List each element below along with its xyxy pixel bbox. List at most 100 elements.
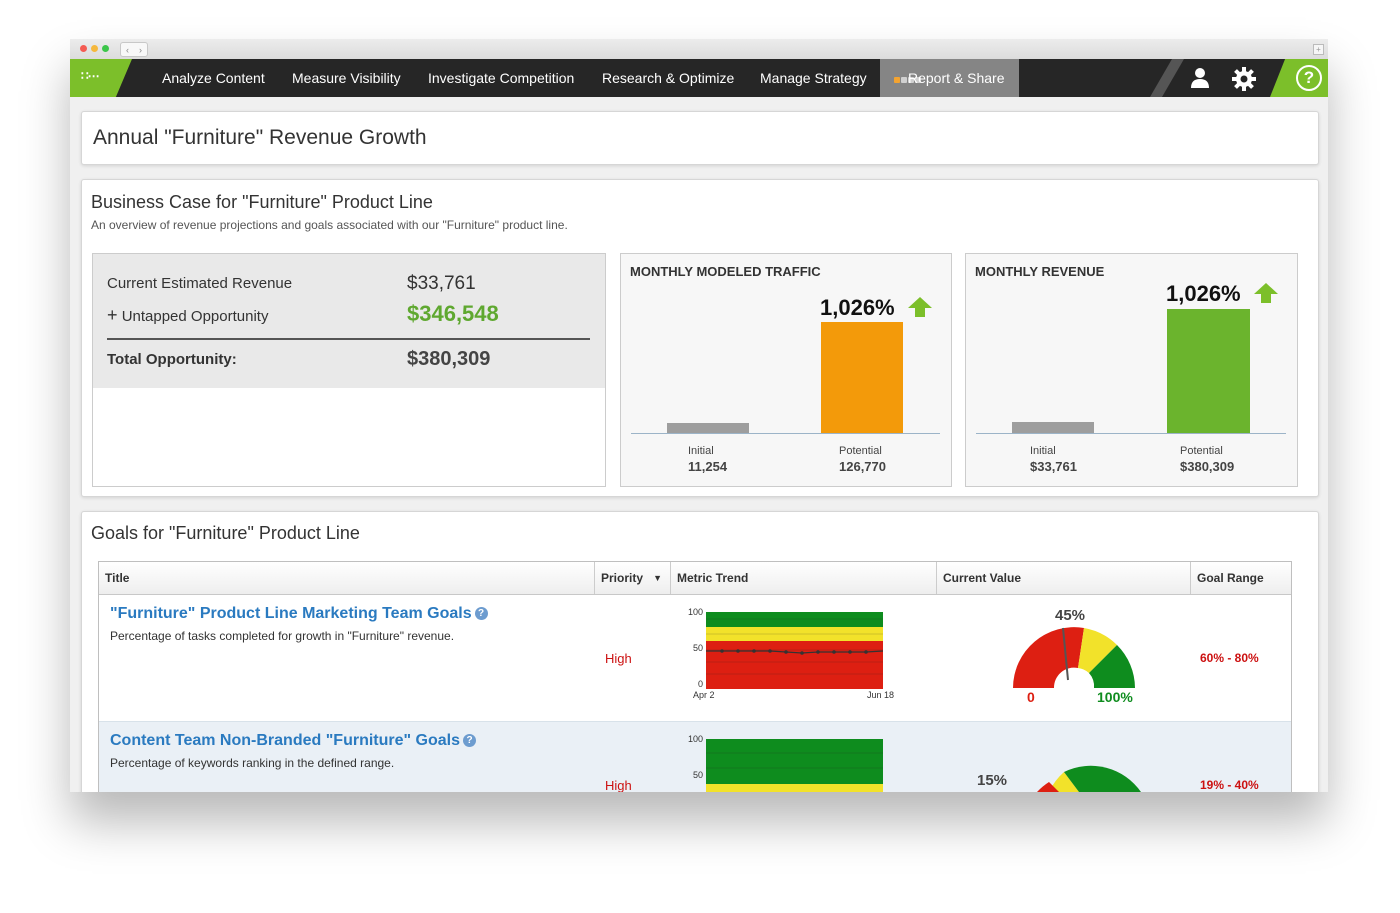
revenue-chart: MONTHLY REVENUE 1,026% Initial $33,761 P…	[965, 253, 1298, 487]
page-title-panel: Annual "Furniture" Revenue Growth	[81, 111, 1319, 165]
back-forward-buttons[interactable]: ‹ ›	[120, 42, 148, 57]
minimize-window-button[interactable]	[91, 45, 98, 52]
browser-window: ‹ › + ∷⋯ Analyze Content Measure Visibili…	[70, 39, 1328, 792]
untapped-opportunity-value: $346,548	[407, 301, 499, 326]
goal-range-value: 19% - 40%	[1200, 778, 1259, 792]
total-opportunity-value: $380,309	[407, 348, 491, 370]
column-goal-range[interactable]: Goal Range	[1197, 571, 1264, 585]
logo-icon: ∷⋯	[81, 69, 100, 83]
traffic-chart-title: MONTHLY MODELED TRAFFIC	[630, 264, 821, 279]
column-priority[interactable]: Priority ▼	[595, 562, 671, 594]
gauge-value: 15%	[977, 772, 1008, 789]
up-arrow-icon	[1254, 283, 1278, 303]
chart-baseline	[976, 433, 1286, 434]
title-bar: ‹ › +	[70, 39, 1328, 60]
metric-trend-chart	[706, 739, 883, 792]
untapped-opportunity-row: + Untapped Opportunity	[107, 305, 268, 326]
logo[interactable]: ∷⋯	[70, 59, 132, 97]
help-icon[interactable]: ?	[1296, 65, 1322, 91]
nav-measure-visibility[interactable]: Measure Visibility	[292, 70, 401, 86]
traffic-initial-label: Initial	[688, 445, 714, 457]
forward-arrow-icon[interactable]: ›	[139, 44, 142, 55]
goal-title-text: Content Team Non-Branded "Furniture" Goa…	[110, 732, 460, 749]
help-area: ?	[1270, 59, 1328, 97]
info-icon[interactable]: ?	[474, 607, 488, 621]
info-icon[interactable]: ?	[463, 734, 476, 748]
trend-tick-0: 0	[697, 679, 703, 689]
top-navigation: ∷⋯ Analyze Content Measure Visibility In…	[70, 59, 1328, 97]
up-arrow-icon	[908, 297, 932, 317]
table-header: Title Priority ▼ Metric Trend Current Val…	[99, 562, 1291, 595]
gauge-value: 45%	[1055, 607, 1086, 624]
trend-tick-100: 100	[687, 734, 703, 744]
goals-title: Goals for "Furniture" Product Line	[91, 523, 360, 543]
close-window-button[interactable]	[80, 45, 87, 52]
untapped-opportunity-label: Untapped Opportunity	[121, 308, 269, 325]
goal-title-text: "Furniture" Product Line Marketing Team …	[110, 605, 472, 622]
priority-value: High	[605, 778, 632, 792]
trend-end-label: Jun 18	[867, 690, 895, 700]
potential-bar	[821, 322, 903, 433]
sort-down-icon[interactable]: ▼	[653, 573, 662, 583]
nav-analyze-content[interactable]: Analyze Content	[162, 70, 265, 86]
column-title[interactable]: Title	[99, 562, 595, 594]
current-revenue-label: Current Estimated Revenue	[107, 275, 293, 292]
page-title: Annual "Furniture" Revenue Growth	[93, 126, 427, 149]
nav-research-optimize[interactable]: Research & Optimize	[602, 70, 735, 86]
trend-tick-50: 50	[692, 770, 703, 780]
goal-description: Percentage of keywords ranking in the de…	[110, 756, 395, 770]
goals-table: Title Priority ▼ Metric Trend Current Val…	[98, 561, 1292, 792]
divider	[107, 338, 590, 340]
current-revenue-value: $33,761	[407, 273, 476, 294]
new-tab-icon[interactable]: +	[1313, 44, 1324, 55]
goal-range-value: 60% - 80%	[1200, 651, 1259, 665]
column-metric-trend[interactable]: Metric Trend	[671, 562, 937, 594]
nav-report-share[interactable]: Report & Share	[880, 59, 1019, 97]
back-arrow-icon[interactable]: ‹	[126, 44, 129, 55]
gauge-chart	[1037, 765, 1141, 792]
gauge-min-label: 0	[1027, 689, 1035, 705]
revenue-chart-title: MONTHLY REVENUE	[975, 264, 1105, 279]
revenue-summary-box: Current Estimated Revenue $33,761 + Unta…	[92, 253, 606, 487]
nav-manage-strategy[interactable]: Manage Strategy	[760, 70, 867, 86]
report-grid-icon	[894, 75, 921, 84]
metric-trend-chart	[706, 612, 883, 689]
priority-value: High	[605, 651, 632, 666]
revenue-initial-value: $33,761	[1030, 459, 1077, 474]
maximize-window-button[interactable]	[102, 45, 109, 52]
initial-bar	[667, 423, 749, 433]
business-case-subtitle: An overview of revenue projections and g…	[91, 218, 568, 232]
revenue-summary-header	[93, 254, 605, 388]
nav-report-share-label: Report & Share	[908, 70, 1005, 86]
traffic-initial-value: 11,254	[688, 459, 728, 474]
revenue-potential-value: $380,309	[1180, 459, 1235, 474]
column-priority-label: Priority	[601, 571, 644, 585]
revenue-growth-pct: 1,026%	[1166, 281, 1241, 306]
user-icon[interactable]	[1190, 67, 1210, 89]
gauge-max-label: 100%	[1097, 689, 1133, 705]
gauge-chart	[1013, 627, 1135, 688]
goal-description: Percentage of tasks completed for growth…	[110, 629, 455, 643]
gear-icon[interactable]	[1232, 67, 1256, 91]
goal-title-link[interactable]: Content Team Non-Branded "Furniture" Goa…	[110, 732, 476, 750]
goal-title-link[interactable]: "Furniture" Product Line Marketing Team …	[110, 605, 488, 623]
total-opportunity-label: Total Opportunity:	[107, 351, 237, 368]
nav-investigate-competition[interactable]: Investigate Competition	[428, 70, 575, 86]
chart-baseline	[631, 433, 940, 434]
revenue-potential-label: Potential	[1180, 445, 1223, 457]
plus-icon: +	[107, 305, 118, 325]
table-row: "Furniture" Product Line Marketing Team …	[99, 595, 1291, 722]
business-case-panel: Business Case for "Furniture" Product Li…	[81, 179, 1319, 497]
table-row: Content Team Non-Branded "Furniture" Goa…	[99, 722, 1291, 792]
trend-start-label: Apr 2	[693, 690, 715, 700]
traffic-growth-pct: 1,026%	[820, 295, 895, 320]
potential-bar	[1167, 309, 1250, 433]
business-case-title: Business Case for "Furniture" Product Li…	[91, 192, 433, 212]
revenue-initial-label: Initial	[1030, 445, 1056, 457]
traffic-chart: MONTHLY MODELED TRAFFIC 1,026% Initial 1…	[620, 253, 952, 487]
trend-tick-100: 100	[687, 607, 703, 617]
traffic-potential-value: 126,770	[839, 459, 886, 474]
traffic-potential-label: Potential	[839, 445, 882, 457]
goals-panel: Goals for "Furniture" Product Line Title…	[81, 511, 1319, 792]
column-current-value[interactable]: Current Value	[937, 562, 1191, 594]
